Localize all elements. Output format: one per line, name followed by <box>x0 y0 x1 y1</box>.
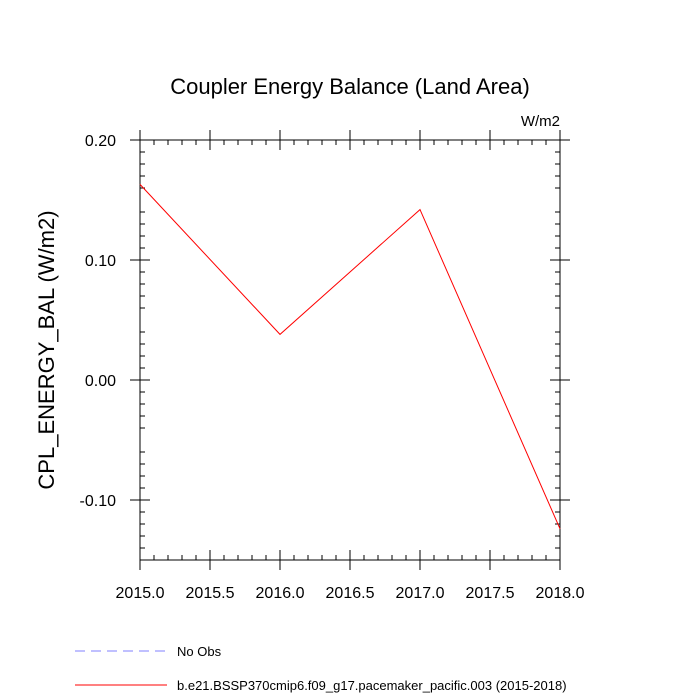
y-axis-label: CPL_ENERGY_BAL (W/m2) <box>34 210 59 489</box>
x-tick-label: 2017.5 <box>466 585 515 602</box>
series-line <box>139 184 561 530</box>
units-label: W/m2 <box>521 113 560 130</box>
y-tick-label: -0.10 <box>80 493 117 510</box>
chart-title: Coupler Energy Balance (Land Area) <box>170 74 530 99</box>
x-tick-label: 2017.0 <box>396 585 445 602</box>
legend: No Obs b.e21.BSSP370cmip6.f09_g17.pacemak… <box>75 644 567 693</box>
legend-label: b.e21.BSSP370cmip6.f09_g17.pacemaker_pac… <box>177 678 567 693</box>
y-tick-label: 0.10 <box>85 253 116 270</box>
axis-ticks: 2015.0 2015.5 2016.0 2016.5 2017.0 2017.5 2018… <box>80 130 585 602</box>
plot-area <box>139 139 561 561</box>
x-tick-label: 2018.0 <box>536 585 585 602</box>
plot-frame <box>139 139 561 561</box>
x-tick-label: 2016.5 <box>326 585 375 602</box>
y-tick-label: 0.00 <box>85 373 116 390</box>
x-tick-label: 2015.0 <box>116 585 165 602</box>
y-tick-label: 0.20 <box>85 133 116 150</box>
legend-label: No Obs <box>177 644 222 659</box>
x-tick-label: 2015.5 <box>186 585 235 602</box>
x-tick-label: 2016.0 <box>256 585 305 602</box>
series-layer <box>139 184 561 530</box>
